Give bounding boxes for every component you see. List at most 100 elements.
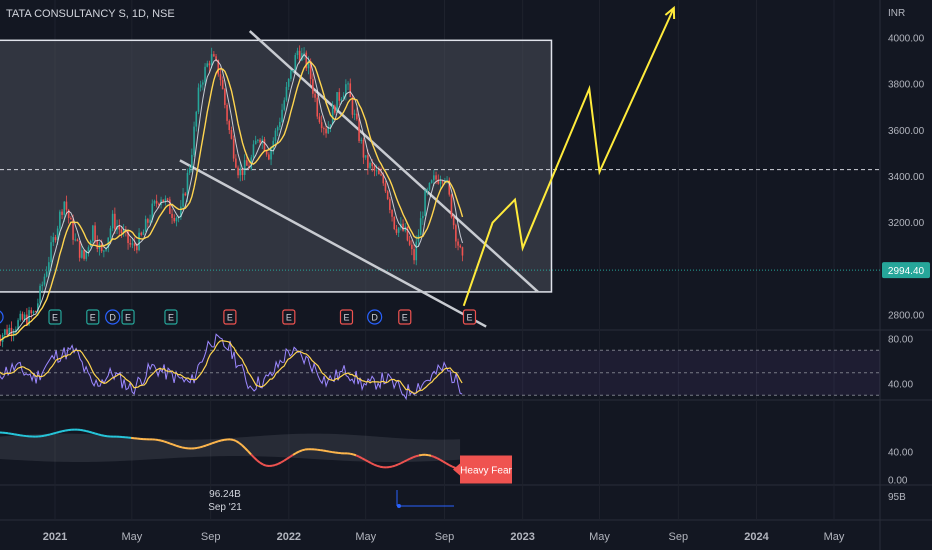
candle	[426, 189, 429, 191]
dividend-marker[interactable]: D	[0, 310, 4, 324]
projection-zigzag-line[interactable]	[462, 7, 675, 307]
volume-pane[interactable]: 96.24B Sep '21	[208, 489, 454, 513]
earnings-marker[interactable]: E	[164, 309, 178, 325]
rsi-pane[interactable]	[0, 333, 880, 401]
candle	[219, 74, 222, 81]
candle	[184, 193, 187, 196]
candles-group	[0, 45, 464, 348]
fear-greed-segment	[238, 442, 243, 447]
fear-greed-segment	[283, 457, 288, 462]
candle	[28, 310, 30, 325]
fear-greed-segment	[391, 464, 396, 468]
candle	[6, 329, 8, 335]
symbol-header[interactable]: TATA CONSULTANCY S, 1D, NSE	[6, 8, 175, 20]
candle	[393, 216, 396, 230]
candle	[298, 50, 301, 61]
heavy-fear-tag-shape	[453, 455, 512, 484]
fear-greed-segment	[64, 429, 69, 432]
candle	[45, 271, 48, 277]
fear-greed-segment	[157, 438, 162, 442]
candle	[437, 179, 440, 184]
earnings-marker[interactable]: E	[339, 309, 354, 325]
time-tick-label: 2023	[510, 531, 534, 543]
fear-greed-segment	[280, 459, 285, 464]
fear-greed-segment	[262, 463, 267, 467]
fear-greed-segment	[370, 462, 375, 466]
fear-greed-segment	[394, 463, 399, 467]
earnings-marker[interactable]: E	[121, 309, 135, 325]
fear-greed-segment	[175, 444, 180, 448]
candle	[34, 311, 37, 313]
candle	[63, 201, 66, 215]
candle	[140, 232, 143, 235]
candle	[111, 213, 114, 229]
candle	[254, 140, 257, 145]
candle	[382, 175, 385, 184]
candle	[208, 63, 211, 66]
earnings-marker[interactable]: E	[223, 309, 237, 325]
marker-box	[48, 309, 62, 325]
earnings-marker[interactable]: E	[398, 309, 412, 325]
candle	[23, 314, 26, 320]
heavy-fear-tag[interactable]: Heavy Fear	[453, 455, 513, 484]
fear-greed-segment	[85, 430, 90, 433]
marker-box	[86, 309, 100, 325]
marker-box	[339, 309, 354, 325]
time-tick-label: Sep	[201, 531, 221, 543]
fear-greed-pane[interactable]: Heavy Fear	[0, 428, 513, 484]
fear-greed-segment	[379, 465, 384, 469]
candle	[276, 127, 279, 131]
candle	[210, 54, 213, 66]
price-pane[interactable]: DEEDEEEEEDEE	[0, 5, 880, 348]
marker-box	[164, 309, 178, 325]
candle	[378, 170, 380, 175]
fear-greed-segment	[277, 461, 282, 465]
fear-greed-segment	[415, 454, 420, 458]
price-tick-label: 3200.00	[888, 218, 925, 229]
earnings-marker[interactable]: E	[282, 309, 296, 325]
candle	[76, 239, 79, 242]
candle	[375, 170, 378, 172]
trendline-0[interactable]	[248, 30, 539, 293]
fear-greed-segment	[241, 444, 246, 449]
candle	[127, 230, 129, 244]
candle	[199, 84, 202, 88]
trendline-1[interactable]	[179, 159, 487, 328]
candle	[65, 201, 68, 210]
candle	[367, 155, 369, 168]
fear-greed-segment	[220, 438, 225, 442]
fear-greed-segment	[256, 459, 261, 464]
marker-letter: E	[466, 313, 472, 323]
candle	[263, 139, 266, 151]
candle	[224, 89, 226, 105]
candle	[180, 206, 182, 218]
candle	[204, 66, 206, 83]
candle	[197, 87, 200, 112]
volume-highlight-value: 96.24B	[209, 489, 241, 500]
candle	[345, 84, 347, 96]
candle	[424, 190, 426, 216]
candle	[158, 203, 160, 205]
candle	[283, 100, 286, 110]
candle	[285, 86, 288, 101]
earnings-marker[interactable]: E	[48, 309, 62, 325]
dividend-marker[interactable]: D	[105, 309, 121, 325]
current-price-tag-label: 2994.40	[888, 266, 925, 277]
candle	[169, 199, 171, 214]
candle	[21, 313, 24, 320]
candle	[226, 104, 228, 121]
earnings-marker[interactable]: E	[462, 309, 477, 325]
fear-greed-segment	[403, 459, 408, 463]
current-price-tag[interactable]	[882, 262, 930, 279]
dividend-marker[interactable]: D	[367, 309, 383, 325]
channel-rectangle[interactable]	[0, 39, 553, 293]
fear-greed-segment	[289, 453, 294, 458]
candle	[455, 225, 457, 242]
candle	[78, 241, 81, 258]
rsi-tick-label: 40.00	[888, 380, 913, 391]
earnings-marker[interactable]: E	[86, 309, 100, 325]
marker-letter: D	[109, 313, 116, 323]
candle	[252, 144, 255, 158]
candle	[362, 139, 365, 158]
